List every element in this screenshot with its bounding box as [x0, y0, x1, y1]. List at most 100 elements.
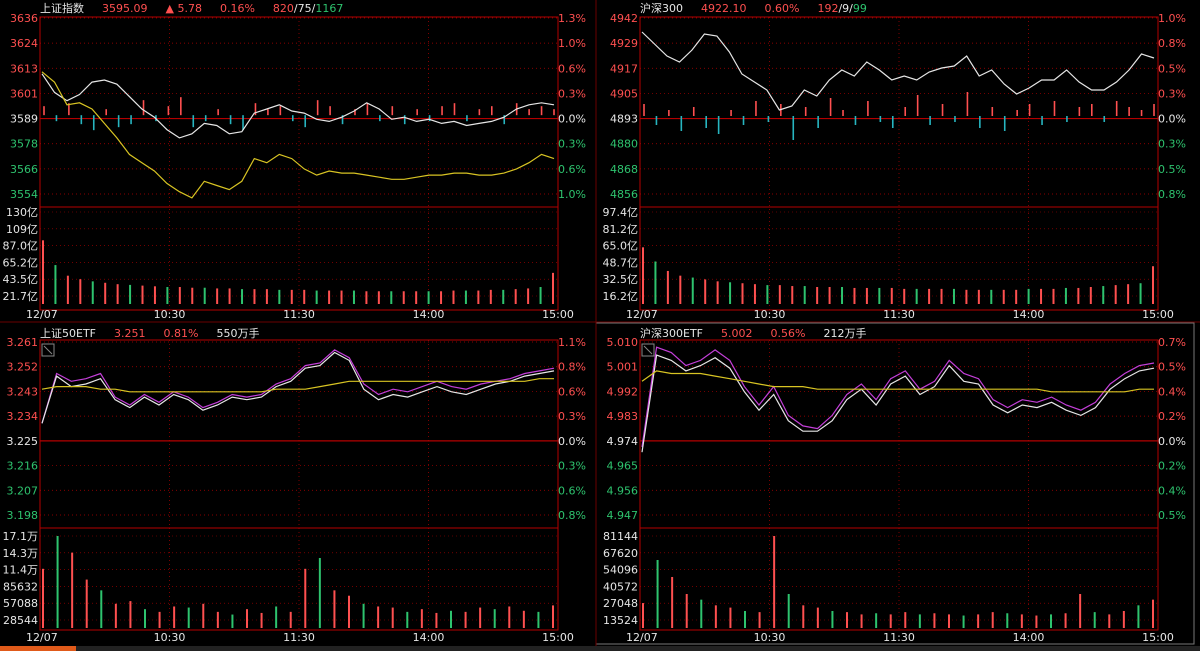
price-tick-label: 3.261 — [7, 336, 39, 349]
pct-tick-label: 0.3% — [558, 87, 586, 100]
header-field: ▲ 5.78 — [166, 2, 202, 15]
pct-tick-label: 0.0% — [1158, 113, 1186, 126]
time-label: 11:30 — [283, 308, 315, 321]
volume-tick-label: 65.2亿 — [3, 256, 39, 269]
time-label: 15:00 — [542, 631, 574, 644]
price-tick-label: 3601 — [10, 87, 38, 100]
price-tick-label: 4880 — [610, 138, 638, 151]
time-label: 12/07 — [626, 631, 658, 644]
pct-tick-label: 1.1% — [558, 336, 586, 349]
pct-tick-label: 0.4% — [1158, 484, 1186, 497]
pct-tick-label: 0.8% — [1158, 188, 1186, 201]
volume-tick-label: 32.5亿 — [603, 273, 639, 286]
pct-tick-label: 0.3% — [558, 138, 586, 151]
expand-icon-stroke — [43, 345, 53, 355]
volume-tick-label: 67620 — [603, 547, 638, 560]
time-label: 15:00 — [1142, 631, 1174, 644]
price-tick-label: 4.965 — [607, 460, 639, 473]
pct-tick-label: 1.0% — [1158, 12, 1186, 25]
price-series-line — [641, 31, 1155, 111]
price-series-line — [41, 73, 555, 139]
volume-tick-label: 130亿 — [6, 206, 38, 219]
header-field: 550万手 — [216, 326, 259, 340]
pct-tick-label: 0.5% — [1158, 509, 1186, 522]
time-label: 12/07 — [626, 308, 658, 321]
time-label: 15:00 — [1142, 308, 1174, 321]
panel-hs300: 4942 1.0% 4929 0.8% 4917 0.5% 4905 0.3% 4893 0.0%… — [603, 1, 1187, 321]
price-tick-label: 4893 — [610, 113, 638, 126]
price-tick-label: 3.198 — [7, 509, 39, 522]
price-tick-label: 3578 — [10, 138, 38, 151]
panel-sh50etf: 3.261 1.1% 3.252 0.8% 3.243 0.6% 3.234 0.3% 3.22… — [3, 326, 587, 644]
time-label: 14:00 — [413, 631, 445, 644]
volume-tick-label: 16.2亿 — [603, 290, 639, 303]
expand-icon — [41, 343, 55, 357]
price-series-line — [641, 370, 1154, 393]
price-tick-label: 4.992 — [607, 385, 639, 398]
pct-tick-label: 0.6% — [558, 484, 586, 497]
volume-tick-label: 87.0亿 — [3, 240, 39, 253]
volume-tick-label: 40572 — [603, 580, 638, 593]
price-series-line — [41, 351, 555, 424]
header-field: 192 — [817, 2, 838, 15]
price-tick-label: 3.216 — [7, 460, 39, 473]
pct-tick-label: 0.6% — [558, 62, 586, 75]
pct-tick-label: 0.3% — [558, 460, 586, 473]
pct-tick-label: 0.5% — [1158, 62, 1186, 75]
price-tick-label: 4929 — [610, 37, 638, 50]
volume-tick-label: 13524 — [603, 614, 638, 627]
volume-tick-label: 81.2亿 — [603, 223, 639, 236]
header-field: /75/ — [294, 2, 316, 15]
pct-tick-label: 0.3% — [558, 410, 586, 423]
price-tick-label: 4917 — [610, 62, 638, 75]
plot-frame — [639, 16, 1159, 311]
price-series-line — [641, 354, 1155, 453]
volume-tick-label: 11.4万 — [3, 564, 39, 577]
volume-tick-label: 27048 — [603, 597, 638, 610]
time-label: 11:30 — [283, 631, 315, 644]
time-label: 10:30 — [154, 631, 186, 644]
time-label: 12/07 — [26, 308, 58, 321]
header-field: 5.002 — [721, 327, 753, 340]
pct-tick-label: 0.6% — [558, 163, 586, 176]
price-series-line — [41, 71, 555, 199]
volume-tick-label: 21.7亿 — [3, 290, 39, 303]
pct-tick-label: 0.0% — [558, 113, 586, 126]
header-field: 沪深300ETF — [640, 326, 703, 340]
price-tick-label: 4905 — [610, 87, 638, 100]
price-tick-label: 5.010 — [607, 336, 639, 349]
header-field: 1167 — [315, 2, 343, 15]
pct-tick-label: 0.2% — [1158, 460, 1186, 473]
volume-tick-label: 97.4亿 — [603, 206, 639, 219]
pct-tick-label: 0.3% — [1158, 138, 1186, 151]
header-field: /9/ — [838, 2, 853, 15]
pct-tick-label: 0.0% — [558, 435, 586, 448]
pct-tick-label: 0.0% — [1158, 435, 1186, 448]
pct-tick-label: 0.3% — [1158, 87, 1186, 100]
price-tick-label: 3636 — [10, 12, 38, 25]
volume-tick-label: 65.0亿 — [603, 240, 639, 253]
header-field: 0.81% — [164, 327, 199, 340]
panel-hs300etf: 5.010 0.7% 5.001 0.5% 4.992 0.4% 4.983 0.2% 4.97… — [603, 326, 1186, 644]
price-tick-label: 3613 — [10, 62, 38, 75]
pct-tick-label: 0.4% — [1158, 385, 1186, 398]
bottom-scroll-bar[interactable] — [0, 646, 1200, 651]
header-field: 沪深300 — [640, 1, 683, 15]
header-field: 上证50ETF — [40, 327, 96, 340]
header-field: 0.56% — [771, 327, 806, 340]
header-field: 99 — [853, 2, 867, 15]
volume-tick-label: 81144 — [603, 530, 638, 543]
price-tick-label: 4.974 — [607, 435, 639, 448]
price-tick-label: 4868 — [610, 163, 638, 176]
price-series-line — [641, 346, 1155, 447]
expand-icon-stroke — [643, 345, 653, 355]
pct-tick-label: 0.2% — [1158, 410, 1186, 423]
price-tick-label: 3624 — [10, 37, 38, 50]
pct-tick-label: 1.0% — [558, 37, 586, 50]
price-series-line — [41, 349, 555, 424]
plot-frame — [39, 16, 559, 311]
header-field: 212万手 — [823, 326, 866, 340]
pct-tick-label: 0.6% — [558, 385, 586, 398]
price-tick-label: 4.983 — [607, 410, 639, 423]
